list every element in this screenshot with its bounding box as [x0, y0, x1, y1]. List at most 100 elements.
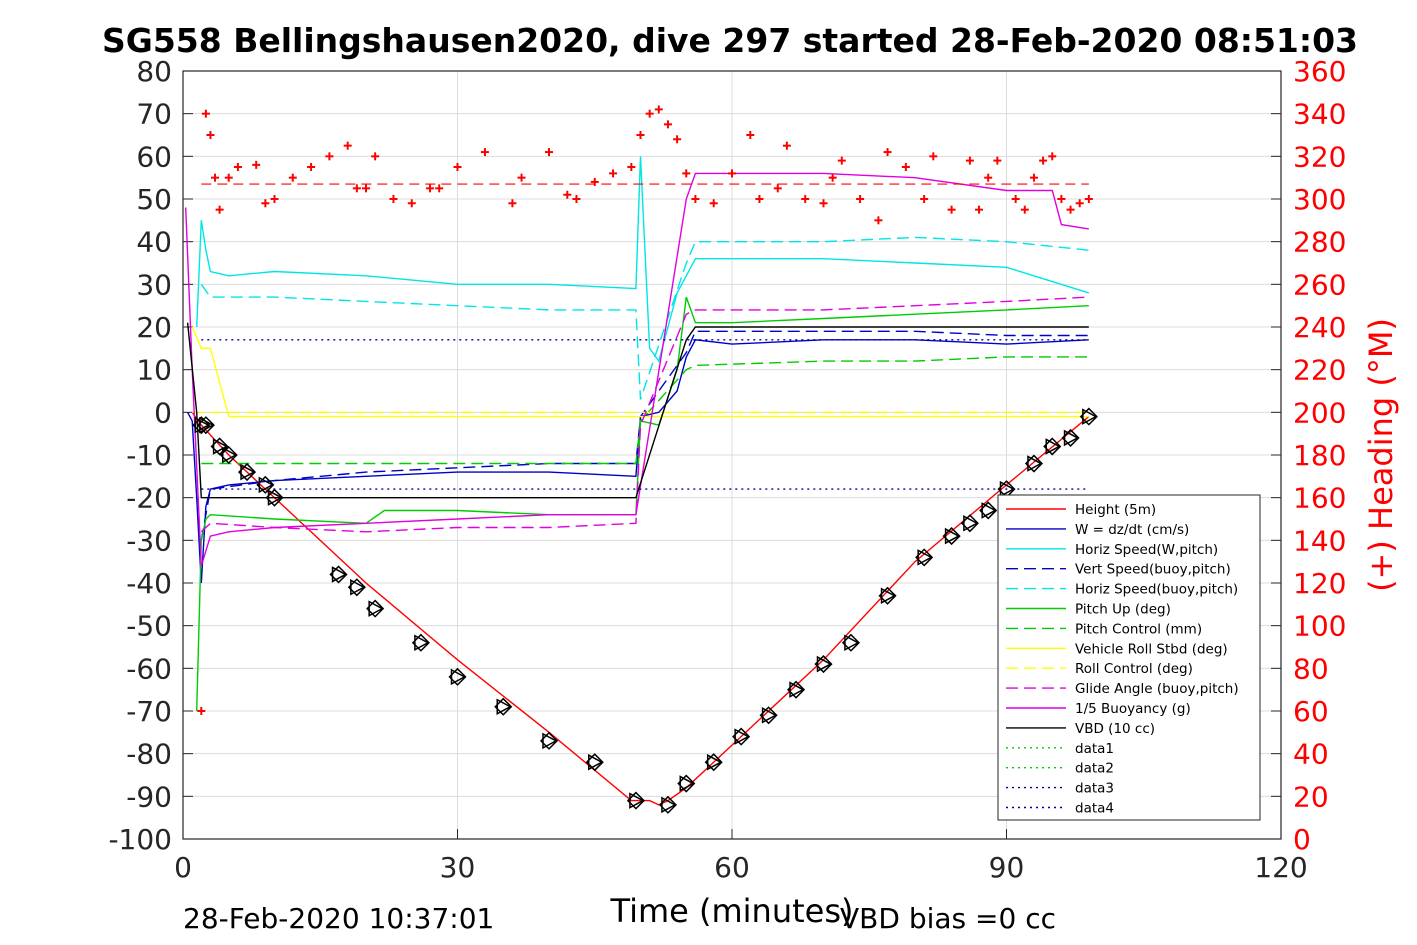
y-tick-label-14: -60 — [126, 652, 172, 685]
heading-point-54 — [947, 205, 956, 214]
heading-point-23 — [508, 199, 517, 208]
height-marker-29 — [997, 480, 1016, 499]
heading-point-30 — [627, 163, 636, 171]
height-marker-32 — [1061, 428, 1080, 447]
height-marker-8 — [347, 578, 366, 597]
height-marker-10 — [411, 633, 430, 652]
series-line-2 — [196, 156, 1090, 363]
y-tick-label-17: -90 — [126, 780, 172, 813]
y-tick-label-8: 0 — [154, 396, 172, 429]
heading-point-35 — [673, 135, 682, 144]
y2-tick-label-16: 40 — [1293, 738, 1329, 771]
heading-point-33 — [654, 105, 663, 114]
y2-tick-label-14: 80 — [1293, 652, 1329, 685]
height-marker-2 — [210, 437, 229, 456]
heading-point-10 — [288, 173, 297, 182]
heading-point-45 — [819, 199, 828, 208]
height-marker-15 — [626, 791, 645, 810]
x-axis-ticks: 0 30 60 90 120 — [174, 829, 1308, 884]
heading-point-27 — [572, 195, 581, 203]
heading-point-24 — [517, 173, 526, 182]
height-marker-28 — [979, 501, 998, 520]
y-tick-label-11: -30 — [126, 524, 172, 557]
height-marker-20 — [759, 706, 778, 725]
heading-point-66 — [1075, 199, 1084, 208]
height-marker-3 — [219, 445, 238, 465]
left-axis-ticks: 80 70 60 50 40 30 20 10 0 -10 -20 -30 -40 -50 -60 -70 -8… — [108, 55, 193, 856]
x-axis-label: Time (minutes) — [610, 892, 854, 930]
heading-point-16 — [371, 152, 380, 161]
heading-point-59 — [1011, 195, 1020, 203]
heading-point-12 — [325, 152, 334, 161]
legend-label-2: Horiz Speed(W,pitch) — [1075, 542, 1218, 558]
y-tick-label-0: 80 — [136, 55, 172, 88]
series-line-11 — [186, 322, 1089, 499]
series-line-3 — [200, 330, 1089, 541]
series-line-0 — [191, 411, 1090, 806]
height-marker-17 — [677, 774, 696, 793]
legend-label-3: Vert Speed(buoy,pitch) — [1075, 562, 1231, 578]
x-tick-label-3: 90 — [989, 851, 1025, 884]
height-marker-7 — [329, 565, 348, 584]
x-tick-label-4: 120 — [1254, 851, 1307, 884]
y2-tick-label-8: 200 — [1293, 396, 1346, 429]
heading-point-41 — [755, 195, 764, 203]
heading-point-50 — [883, 148, 892, 157]
legend-label-1: W = dz/dt (cm/s) — [1075, 522, 1189, 538]
y2-tick-label-1: 340 — [1293, 98, 1346, 131]
heading-point-32 — [645, 109, 654, 118]
series-line-1 — [186, 339, 1089, 584]
heading-point-55 — [965, 156, 974, 165]
height-marker-19 — [732, 727, 751, 746]
heading-point-28 — [590, 177, 599, 186]
y-tick-label-15: -70 — [126, 695, 172, 728]
heading-point-34 — [663, 120, 672, 129]
legend-label-9: Glide Angle (buoy,pitch) — [1075, 681, 1239, 697]
chart-title: SG558 Bellingshausen2020, dive 297 start… — [102, 21, 1358, 60]
heading-point-29 — [609, 169, 618, 178]
heading-point-8 — [261, 199, 270, 208]
heading-point-52 — [920, 195, 929, 203]
heading-point-0 — [197, 707, 206, 715]
heading-point-26 — [563, 190, 572, 199]
footer-vbd-bias: VBD bias =0 cc — [840, 902, 1056, 935]
y-tick-label-3: 50 — [136, 183, 172, 216]
height-marker-12 — [494, 697, 513, 716]
height-marker-27 — [960, 514, 979, 533]
heading-point-58 — [993, 156, 1002, 165]
y2-tick-label-0: 360 — [1293, 55, 1346, 88]
y2-tick-label-17: 20 — [1293, 780, 1329, 813]
legend-label-13: data2 — [1075, 761, 1114, 777]
height-marker-1 — [196, 416, 215, 435]
height-marker-22 — [814, 655, 833, 674]
y-tick-label-13: -50 — [126, 610, 172, 643]
height-marker-26 — [942, 527, 961, 546]
y2-tick-label-2: 320 — [1293, 140, 1346, 173]
heading-point-42 — [773, 184, 782, 193]
height-marker-30 — [1024, 454, 1044, 473]
y-tick-label-6: 20 — [136, 311, 172, 344]
series-line-6 — [201, 356, 1089, 465]
y-tick-label-5: 30 — [136, 268, 172, 301]
heading-point-20 — [435, 184, 444, 193]
height-marker-24 — [878, 586, 897, 605]
y-tick-label-7: 10 — [136, 354, 172, 387]
heading-point-13 — [343, 141, 352, 150]
y2-tick-label-9: 180 — [1293, 439, 1346, 472]
heading-point-5 — [224, 173, 233, 182]
legend-label-12: data1 — [1075, 741, 1114, 757]
heading-point-31 — [636, 131, 645, 139]
y2-tick-label-15: 60 — [1293, 695, 1329, 728]
height-marker-25 — [915, 548, 934, 567]
heading-point-61 — [1029, 173, 1038, 182]
y2-tick-label-4: 280 — [1293, 226, 1346, 259]
heading-point-37 — [691, 195, 700, 203]
legend-label-15: data4 — [1075, 801, 1114, 817]
heading-point-9 — [270, 195, 279, 203]
heading-point-25 — [545, 148, 553, 157]
y-tick-label-12: -40 — [126, 567, 172, 600]
y-tick-label-1: 70 — [136, 98, 172, 131]
height-marker-9 — [366, 599, 385, 618]
y-tick-label-10: -20 — [126, 482, 172, 515]
